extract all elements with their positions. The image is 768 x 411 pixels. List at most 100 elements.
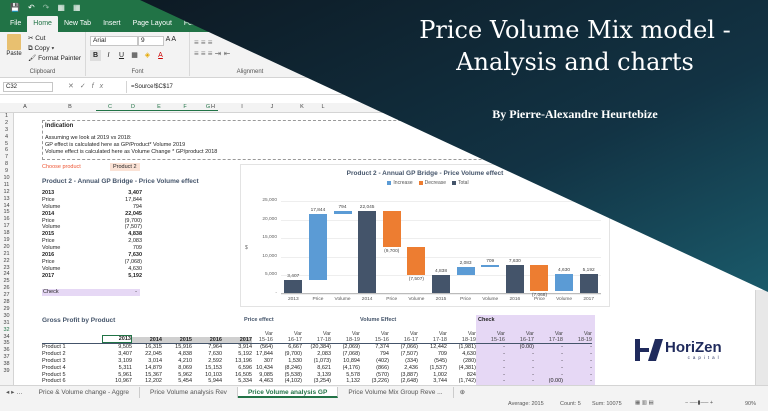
- var-cell[interactable]: 17,844: [256, 350, 273, 357]
- formula-buttons[interactable]: ✕✓fx: [68, 83, 110, 90]
- redo-icon[interactable]: ↷: [42, 2, 50, 12]
- var-cell[interactable]: 8,621: [317, 364, 331, 371]
- row-header[interactable]: 18: [3, 230, 10, 237]
- var-cell[interactable]: (280): [463, 357, 476, 364]
- gp-cell[interactable]: 5,944: [208, 378, 222, 385]
- gp-cell[interactable]: 6,596: [238, 364, 252, 371]
- var-cell[interactable]: -: [503, 357, 505, 364]
- row-header[interactable]: 24: [3, 271, 10, 278]
- var-cell[interactable]: 1,530: [288, 357, 302, 364]
- tab-formulas[interactable]: Formulas: [183, 20, 214, 27]
- var-cell[interactable]: 9,085: [259, 371, 273, 378]
- tab-scroll-left-icon[interactable]: ◂ ▸ …: [6, 389, 23, 396]
- row-header[interactable]: 26: [3, 285, 10, 292]
- tab-file[interactable]: File: [10, 20, 22, 27]
- var-cell[interactable]: (0.00): [519, 344, 534, 350]
- var-cell[interactable]: (570): [376, 371, 389, 378]
- var-cell[interactable]: (5,538): [284, 371, 302, 378]
- var-cell[interactable]: -: [532, 371, 534, 378]
- font-family-select[interactable]: Arial: [90, 36, 138, 46]
- gp-cell[interactable]: 22,045: [145, 350, 162, 357]
- gp-cell[interactable]: 4,838: [178, 350, 192, 357]
- row-header[interactable]: 35: [3, 340, 10, 347]
- sheet-tab[interactable]: Price Volume analysis GP: [237, 386, 339, 398]
- var-cell[interactable]: (866): [376, 364, 389, 371]
- year-header[interactable]: 2016: [192, 337, 222, 343]
- year-header[interactable]: 2015: [162, 337, 192, 343]
- var-cell[interactable]: -: [590, 371, 592, 378]
- gp-cell[interactable]: 10,967: [115, 378, 132, 385]
- var-cell[interactable]: -: [590, 364, 592, 371]
- view-buttons[interactable]: ▦ ▥ ▤: [635, 400, 654, 406]
- chart-bar-increase[interactable]: [555, 273, 574, 291]
- year-header[interactable]: 2017: [222, 337, 252, 343]
- shrink-font-icon[interactable]: A: [171, 36, 177, 43]
- var-cell[interactable]: -: [590, 350, 592, 357]
- chart-bar-increase[interactable]: [481, 264, 500, 268]
- font-color-icon[interactable]: A: [158, 52, 163, 59]
- column-header[interactable]: F: [172, 104, 198, 111]
- row-header[interactable]: 11: [3, 181, 10, 188]
- var-cell[interactable]: 1,132: [346, 378, 360, 385]
- gp-cell[interactable]: 12,202: [145, 378, 162, 385]
- name-box[interactable]: C32: [3, 82, 53, 92]
- gp-cell[interactable]: 7,964: [208, 344, 222, 350]
- var-cell[interactable]: (3,887): [400, 371, 418, 378]
- row-header[interactable]: 3: [4, 126, 9, 133]
- var-cell[interactable]: -: [590, 357, 592, 364]
- row-header[interactable]: 19: [3, 237, 10, 244]
- tab-insert[interactable]: Insert: [103, 20, 121, 27]
- paste-button[interactable]: Paste: [4, 34, 24, 57]
- chart-bar-total[interactable]: [358, 211, 377, 293]
- gp-cell[interactable]: 13,196: [235, 357, 252, 364]
- gp-cell[interactable]: 9,505: [118, 344, 132, 350]
- fill-color-icon[interactable]: ◈: [144, 52, 151, 59]
- var-cell[interactable]: (564): [260, 344, 273, 350]
- tab-new-tab[interactable]: New Tab: [63, 20, 92, 27]
- sheet-tab[interactable]: Price Volume Mix Group Reve ...: [338, 386, 454, 398]
- row-header[interactable]: 7: [4, 154, 9, 161]
- gp-cell[interactable]: 8,069: [178, 364, 192, 371]
- row-header[interactable]: 8: [4, 161, 9, 168]
- chart-bar-decrease[interactable]: [530, 264, 549, 291]
- row-header[interactable]: 23: [3, 264, 10, 271]
- chart-bar-increase[interactable]: [308, 213, 327, 281]
- row-header[interactable]: 36: [3, 347, 10, 354]
- row-header[interactable]: 34: [3, 333, 10, 340]
- sheet-tab[interactable]: Price & Volume change - Aggre: [29, 386, 140, 398]
- alignment-buttons[interactable]: ≡ ≡ ≡: [194, 38, 213, 47]
- format-painter-button[interactable]: 🖌 Format Painter: [28, 55, 82, 62]
- var-cell[interactable]: (20,384): [310, 344, 332, 350]
- font-size-select[interactable]: 9: [138, 36, 164, 46]
- var-cell[interactable]: (7,066): [400, 344, 418, 350]
- row-header[interactable]: 29: [3, 305, 10, 312]
- gp-cell[interactable]: 4,210: [178, 357, 192, 364]
- var-cell[interactable]: (545): [434, 357, 447, 364]
- borders-icon[interactable]: ▦: [57, 2, 65, 12]
- var-cell[interactable]: (2,069): [342, 344, 360, 350]
- row-header[interactable]: 13: [3, 195, 10, 202]
- row-header[interactable]: 28: [3, 299, 10, 306]
- var-cell[interactable]: 4,630: [462, 350, 476, 357]
- undo-icon[interactable]: ↶: [27, 2, 35, 12]
- column-header[interactable]: I: [241, 104, 243, 110]
- var-cell[interactable]: -: [590, 344, 592, 350]
- bold-button[interactable]: B: [90, 50, 101, 61]
- chart-bar-decrease[interactable]: [382, 211, 401, 248]
- grid-icon[interactable]: ▦: [72, 2, 81, 12]
- var-cell[interactable]: -: [503, 344, 505, 350]
- gp-cell[interactable]: 5,454: [178, 378, 192, 385]
- var-cell[interactable]: (8,246): [284, 364, 302, 371]
- var-cell[interactable]: -: [532, 357, 534, 364]
- row-header[interactable]: 12: [3, 188, 10, 195]
- column-header[interactable]: D: [120, 104, 146, 111]
- chart-bar-total[interactable]: [284, 280, 303, 293]
- var-cell[interactable]: (2,648): [400, 378, 418, 385]
- column-header[interactable]: J: [270, 104, 274, 110]
- var-cell[interactable]: (7,068): [342, 350, 360, 357]
- var-cell[interactable]: (1,073): [313, 357, 331, 364]
- var-cell[interactable]: 824: [466, 371, 476, 378]
- formula-input[interactable]: =Source!$C$17: [126, 81, 768, 93]
- row-header[interactable]: 1: [4, 113, 9, 119]
- gp-cell[interactable]: 7,630: [208, 350, 222, 357]
